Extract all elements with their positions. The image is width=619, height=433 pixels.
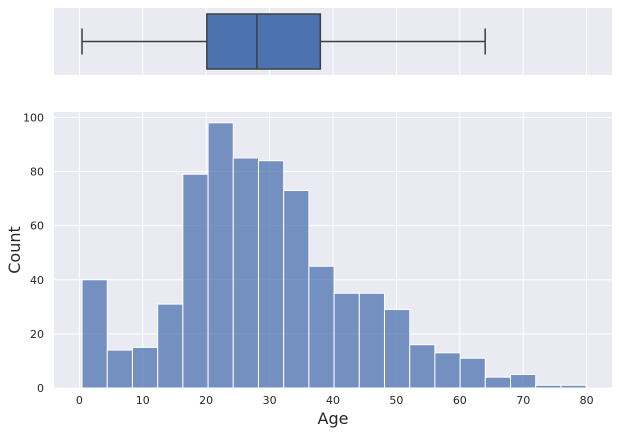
boxplot-panel: [54, 8, 612, 75]
interquartile-box: [206, 13, 322, 70]
x-axis-label: Age: [318, 409, 349, 428]
x-tick-label: 50: [389, 394, 403, 407]
histogram-bar: [459, 357, 486, 389]
y-tick-label: 100: [23, 111, 44, 124]
y-tick-label: 40: [30, 274, 44, 287]
boxplot-marks: [81, 13, 486, 70]
x-tick-label: 0: [76, 394, 83, 407]
y-axis-label: Count: [5, 226, 24, 274]
y-tick-labels: 0 20 40 60 80 100: [23, 111, 44, 395]
histogram-bar: [283, 189, 310, 389]
x-tick-label: 30: [263, 394, 277, 407]
histogram-bar: [560, 384, 587, 389]
y-tick-label: 20: [30, 328, 44, 341]
x-tick-label: 80: [580, 394, 594, 407]
histogram-bar: [232, 157, 259, 389]
histogram-panel: 0 10 20 30 40 50 60 70 80 0 20 40 60 80 100 Age Count: [5, 111, 612, 428]
y-tick-label: 80: [30, 166, 44, 179]
histogram-bar: [409, 344, 436, 389]
histogram-bar: [106, 349, 133, 389]
x-tick-label: 10: [136, 394, 150, 407]
histogram-bar: [81, 279, 108, 389]
histogram-bar: [510, 373, 537, 389]
histogram-bar: [358, 292, 385, 389]
histogram-bar: [434, 352, 461, 389]
histogram-bar: [257, 160, 285, 389]
histogram-bar: [333, 292, 360, 389]
y-tick-label: 60: [30, 220, 44, 233]
histogram-bar: [535, 384, 562, 389]
histogram-bar: [383, 309, 411, 389]
x-tick-labels: 0 10 20 30 40 50 60 70 80: [76, 394, 594, 407]
y-tick-label: 0: [37, 382, 44, 395]
x-tick-label: 60: [453, 394, 467, 407]
x-tick-label: 20: [199, 394, 213, 407]
histogram-bar: [308, 265, 335, 389]
histogram-bars: [81, 122, 587, 389]
histogram-bar: [484, 376, 512, 389]
histogram-bar: [157, 303, 184, 389]
histogram-bar: [207, 122, 234, 389]
x-tick-label: 70: [516, 394, 530, 407]
histogram-bar: [131, 346, 159, 389]
x-tick-label: 40: [326, 394, 340, 407]
histogram-bar: [182, 173, 209, 389]
